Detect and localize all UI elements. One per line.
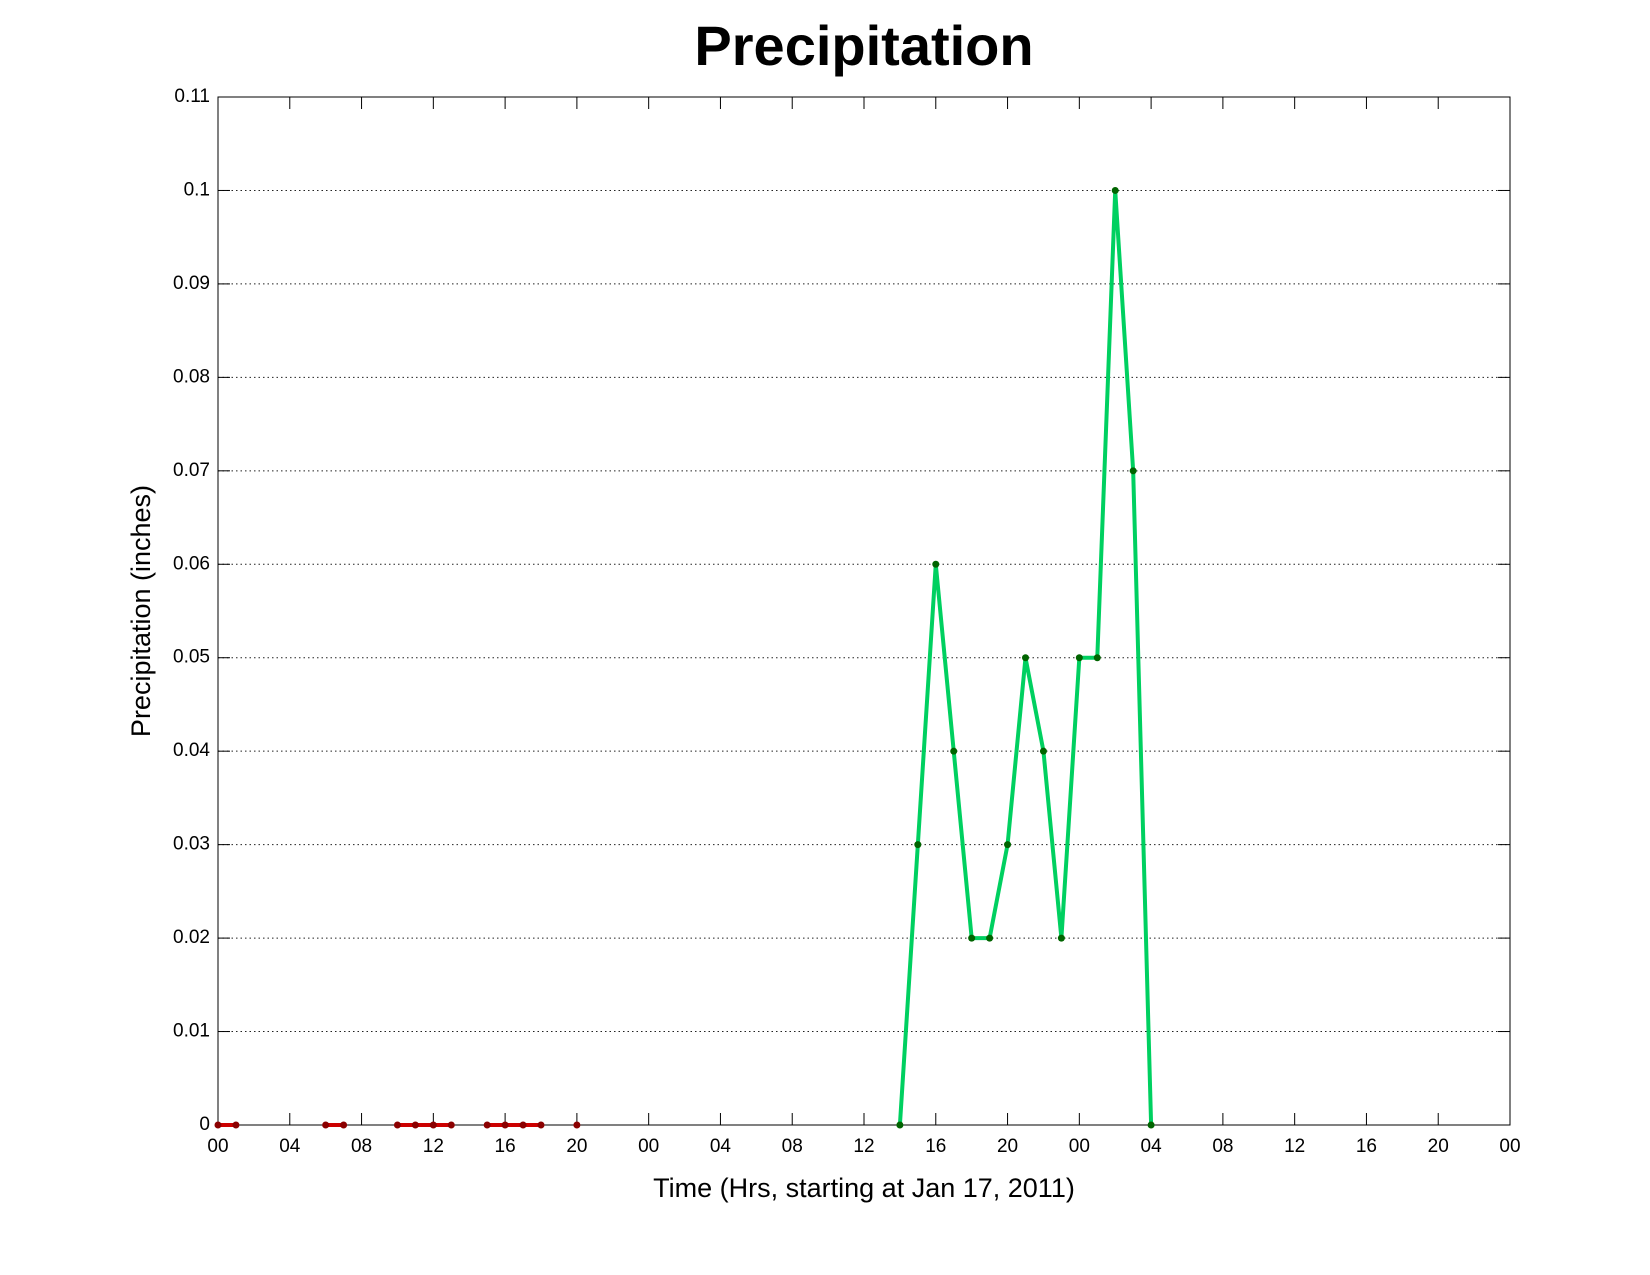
x-tick-label: 00 (638, 1136, 659, 1157)
x-tick-label: 12 (1284, 1136, 1305, 1157)
x-tick-label: 12 (423, 1136, 444, 1157)
y-tick-label: 0.1 (184, 179, 210, 200)
data-point (232, 1121, 240, 1129)
y-tick-label: 0.01 (173, 1021, 210, 1042)
x-tick-label: 04 (279, 1136, 301, 1157)
data-point (393, 1121, 401, 1129)
data-point (1022, 654, 1029, 662)
x-tick-label: 16 (1356, 1136, 1377, 1157)
data-point (411, 1121, 419, 1129)
x-tick-label: 12 (853, 1136, 874, 1157)
data-point (986, 934, 994, 942)
x-tick-label: 00 (207, 1136, 228, 1157)
y-tick-label: 0.03 (173, 834, 210, 855)
x-tick-label: 20 (1428, 1136, 1449, 1157)
data-point (1111, 186, 1119, 194)
data-point (1147, 1121, 1155, 1129)
x-tick-label: 00 (1499, 1136, 1520, 1157)
data-point (1039, 747, 1047, 755)
data-point (537, 1121, 545, 1129)
x-tick-label: 04 (1141, 1136, 1163, 1157)
y-tick-label: 0.05 (173, 647, 210, 668)
data-point (501, 1121, 509, 1129)
data-point (932, 560, 940, 568)
x-tick-label: 08 (1212, 1136, 1233, 1157)
data-point (1057, 934, 1065, 942)
data-point (447, 1121, 455, 1129)
data-point (519, 1121, 527, 1129)
plot-frame (217, 96, 1511, 1126)
data-point (896, 1121, 904, 1129)
data-point (573, 1121, 581, 1129)
y-tick-label: 0.06 (173, 553, 210, 574)
x-tick-label: 00 (1069, 1136, 1090, 1157)
x-tick-label: 20 (566, 1136, 587, 1157)
y-tick-label: 0.08 (173, 366, 210, 387)
x-tick-label: 08 (782, 1136, 803, 1157)
data-point (968, 934, 976, 942)
y-tick-label: 0.04 (173, 740, 210, 761)
x-tick-label: 08 (351, 1136, 372, 1157)
y-tick-label: 0.07 (173, 460, 210, 481)
x-tick-label: 20 (997, 1136, 1018, 1157)
data-point (1129, 467, 1137, 475)
x-axis-label: Time (Hrs, starting at Jan 17, 2011) (653, 1173, 1075, 1203)
data-point (1093, 654, 1101, 662)
data-point (950, 747, 958, 755)
data-point (483, 1121, 491, 1129)
data-point (1004, 841, 1012, 849)
x-tick-label: 04 (710, 1136, 732, 1157)
data-point (322, 1121, 330, 1129)
y-axis-label: Precipitation (inches) (126, 485, 156, 737)
y-tick-label: 0.11 (174, 86, 210, 107)
data-point (214, 1121, 222, 1129)
data-point (340, 1121, 348, 1129)
data-point (1075, 654, 1083, 662)
y-tick-label: 0.09 (173, 273, 210, 294)
y-tick-label: 0.02 (173, 927, 210, 948)
x-tick-label: 16 (495, 1136, 516, 1157)
x-tick-label: 16 (925, 1136, 946, 1157)
data-point (429, 1121, 437, 1129)
chart-title: Precipitation (694, 14, 1033, 77)
data-point (914, 841, 922, 849)
y-tick-label: 0 (199, 1114, 210, 1135)
